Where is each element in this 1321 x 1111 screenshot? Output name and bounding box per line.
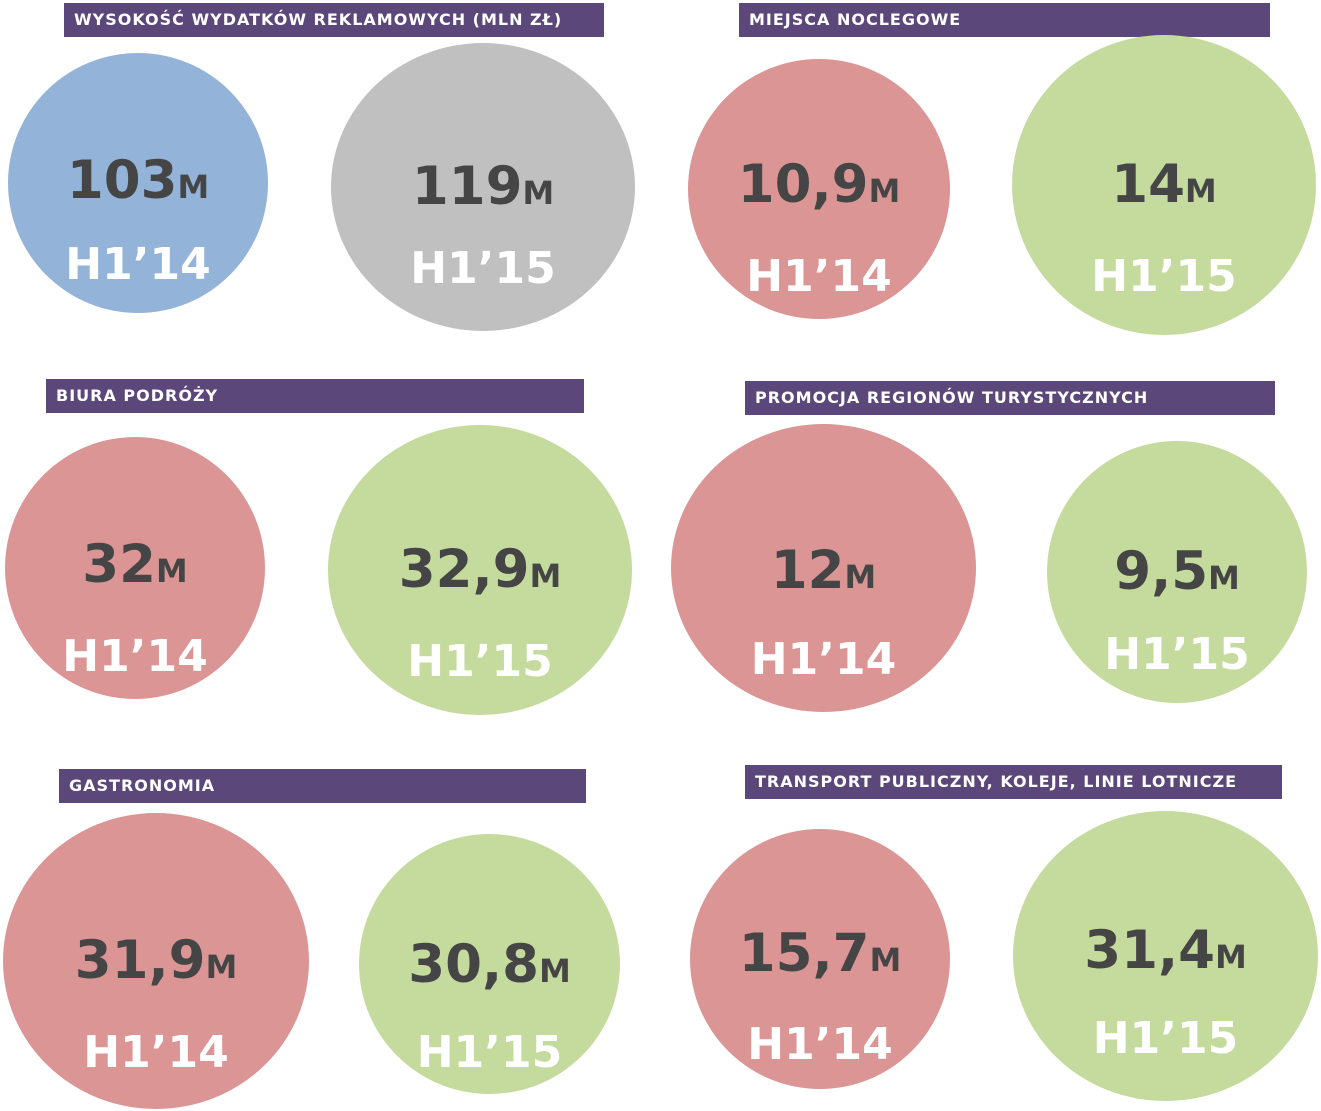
bubble-ad-spending-h1-15: 119M H1’15 [331,43,635,331]
bubble-value: 103M [66,150,210,211]
bubble-period-label: H1’15 [1104,629,1250,680]
bubble-period-label: H1’15 [410,243,556,294]
panel-header-gastronomy: GASTRONOMIA [59,769,586,803]
bubble-accommodation-h1-14: 10,9M H1’14 [688,59,950,319]
bubble-transport-h1-14: 15,7M H1’14 [690,829,950,1089]
bubble-value: 15,7M [738,923,902,984]
bubble-value: 119M [411,156,555,217]
bubble-period-label: H1’15 [1092,1013,1239,1064]
bubble-tourism-promotion-h1-14: 12M H1’14 [671,424,976,712]
bubble-value: 9,5M [1114,541,1240,602]
bubble-value: 32M [82,534,188,595]
bubble-value: 31,4M [1084,920,1247,981]
bubble-tourism-promotion-h1-15: 9,5M H1’15 [1047,441,1307,703]
panel-header-transport: TRANSPORT PUBLICZNY, KOLEJE, LINIE LOTNI… [745,765,1282,799]
bubble-period-label: H1’14 [746,251,892,302]
bubble-value: 14M [1111,154,1217,215]
panel-header-travel-agencies: BIURA PODRÓŻY [46,379,584,413]
bubble-period-label: H1’14 [750,634,897,685]
bubble-value: 10,9M [737,154,901,215]
bubble-period-label: H1’14 [65,239,211,290]
panel-header-ad-spending: WYSOKOŚĆ WYDATKÓW REKLAMOWYCH (MLN ZŁ) [64,3,604,37]
bubble-accommodation-h1-15: 14M H1’15 [1012,35,1316,335]
bubble-period-label: H1’15 [1091,251,1237,302]
bubble-period-label: H1’14 [62,631,208,682]
bubble-period-label: H1’15 [407,636,553,687]
panel-header-tourism-promotion: PROMOCJA REGIONÓW TURYSTYCZNYCH [745,381,1275,415]
bubble-travel-agencies-h1-14: 32M H1’14 [5,437,265,699]
bubble-value: 31,9M [74,930,238,991]
panel-header-accommodation: MIEJSCA NOCLEGOWE [739,3,1270,37]
bubble-period-label: H1’14 [747,1019,893,1070]
bubble-gastronomy-h1-15: 30,8M H1’15 [359,834,620,1094]
bubble-ad-spending-h1-14: 103M H1’14 [8,53,268,313]
bubble-gastronomy-h1-14: 31,9M H1’14 [3,813,309,1109]
bubble-transport-h1-15: 31,4M H1’15 [1013,811,1318,1101]
bubble-value: 30,8M [408,934,571,995]
bubble-period-label: H1’14 [83,1027,229,1078]
bubble-travel-agencies-h1-15: 32,9M H1’15 [328,425,632,715]
bubble-value: 12M [770,540,877,601]
bubble-period-label: H1’15 [416,1027,563,1078]
bubble-value: 32,9M [398,539,562,600]
